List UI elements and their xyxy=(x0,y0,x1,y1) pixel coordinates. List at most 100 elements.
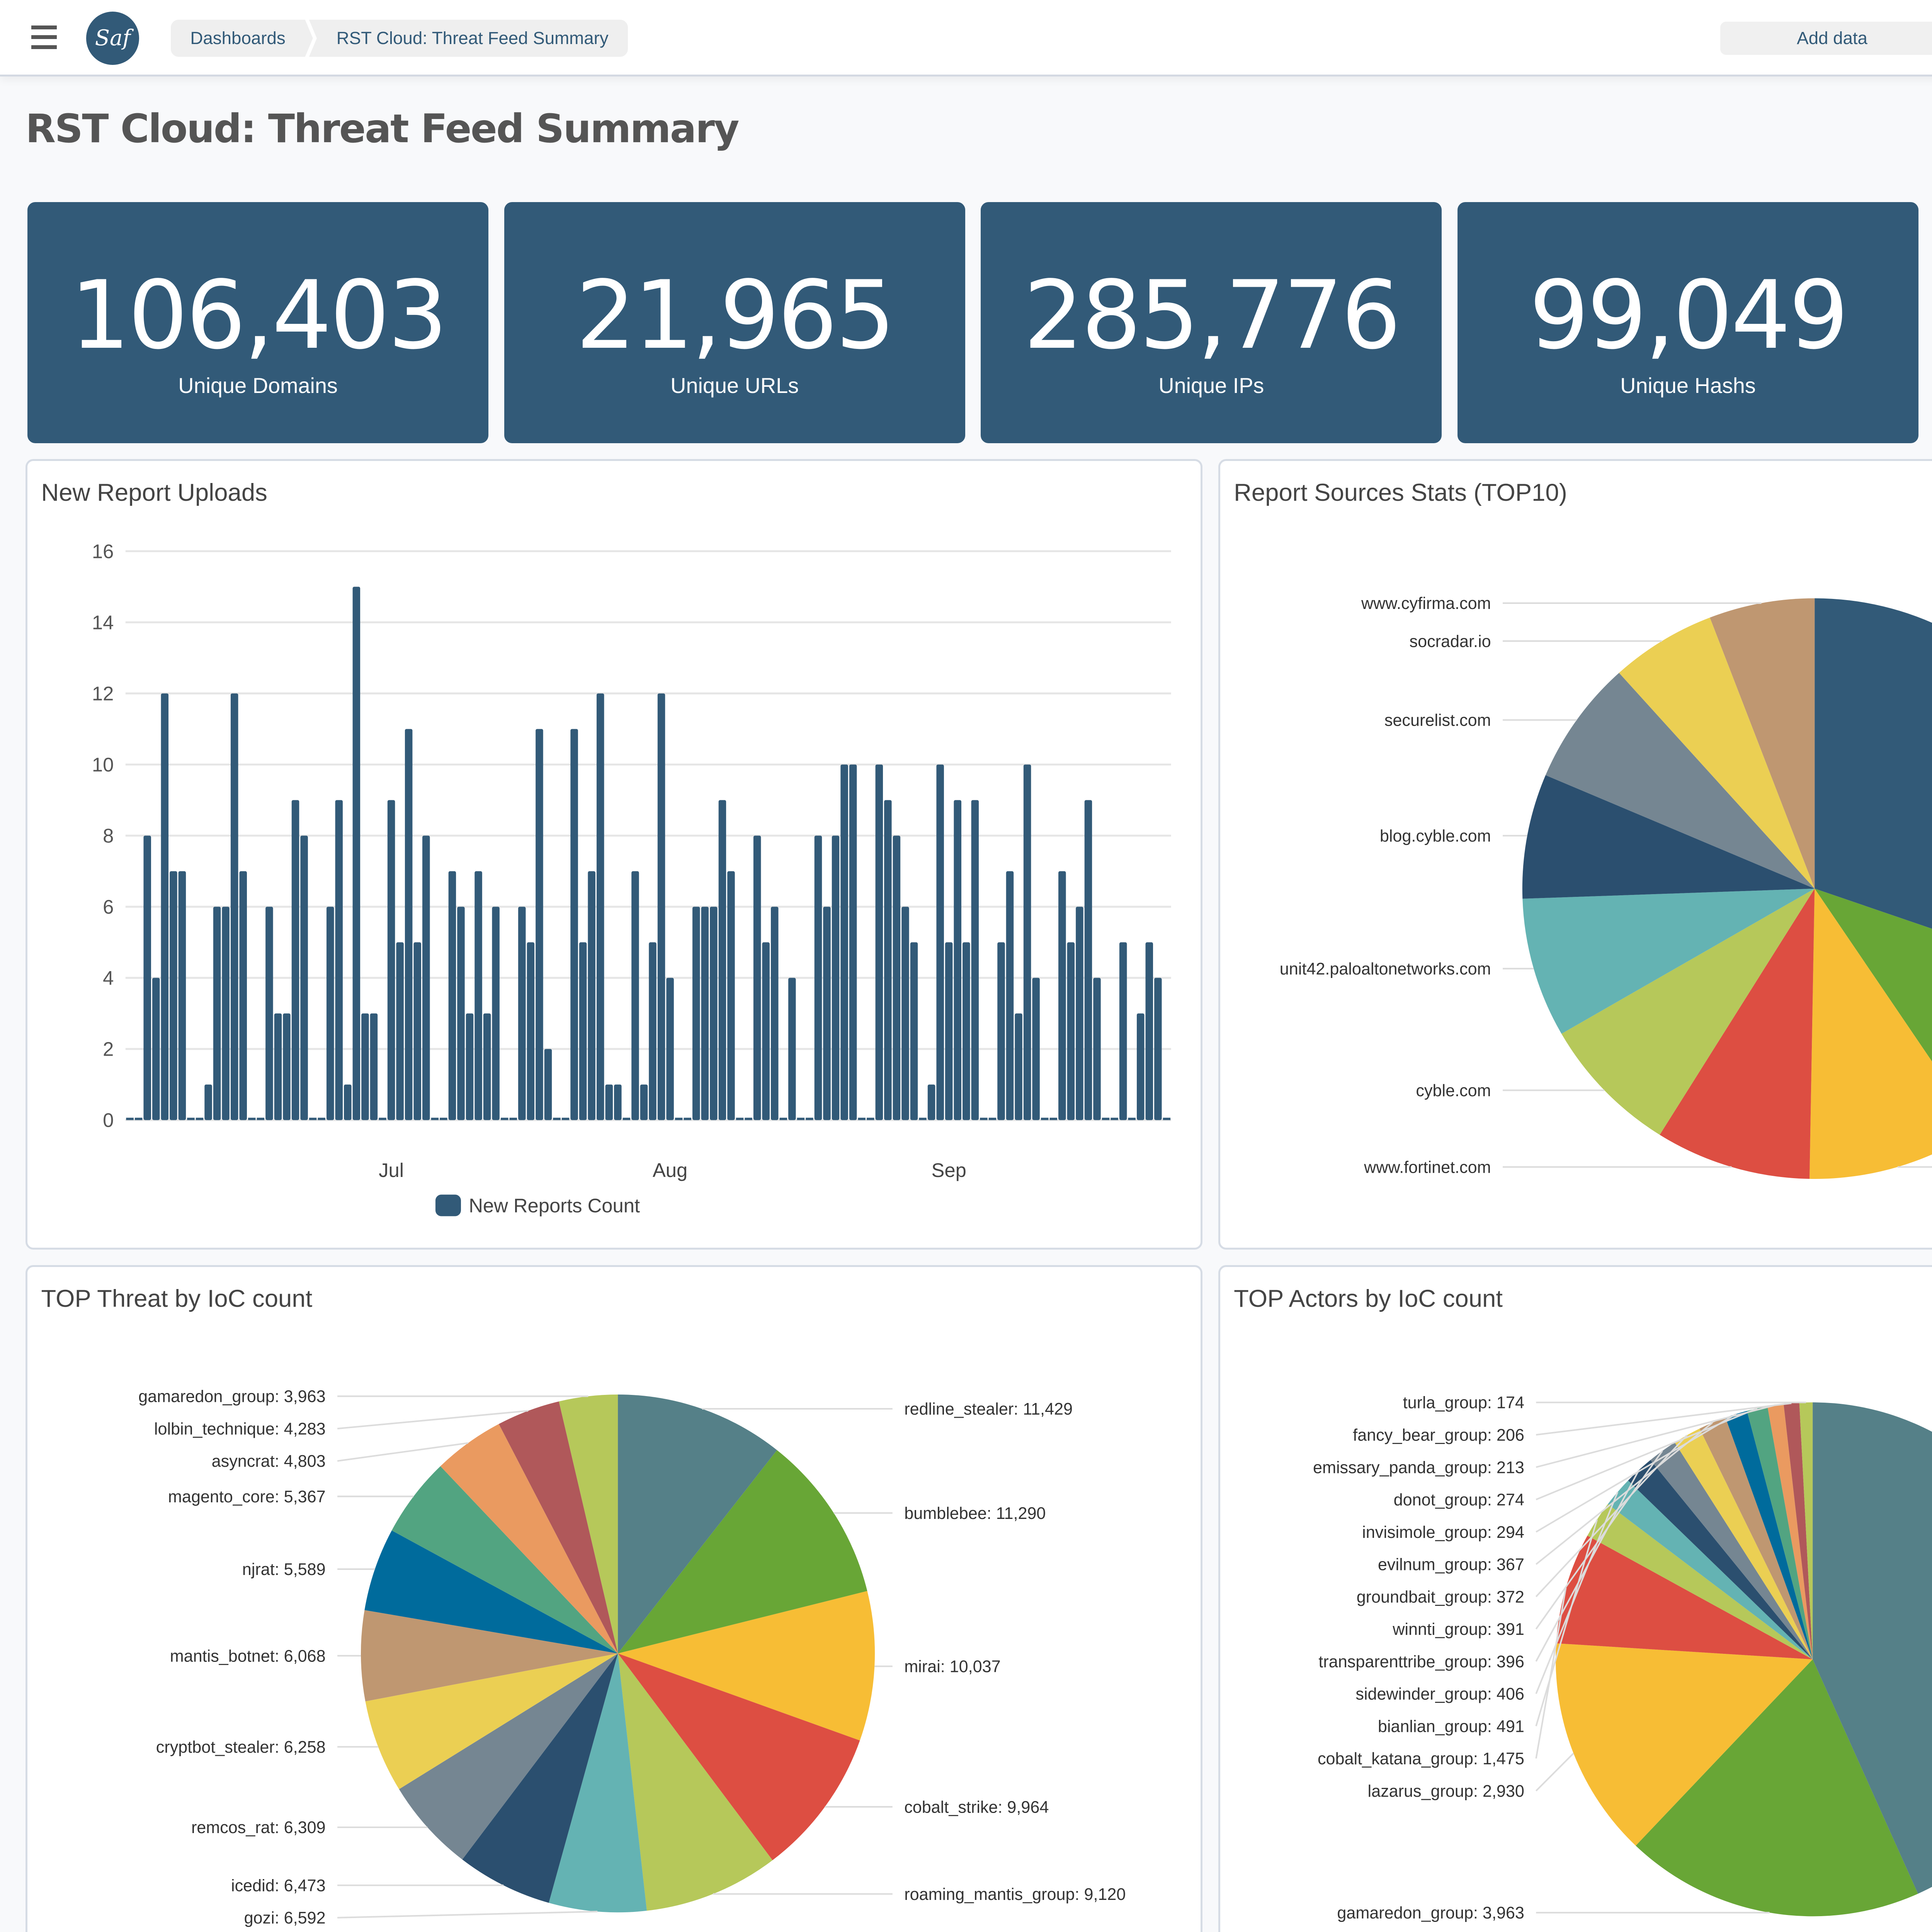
slice-label: fancy_bear_group: 206 xyxy=(1353,1426,1524,1445)
bar xyxy=(335,800,343,1120)
label-connector xyxy=(337,1442,468,1462)
bar xyxy=(196,1117,204,1120)
bar xyxy=(1023,764,1031,1120)
slice-label: turla_group: 174 xyxy=(1403,1394,1524,1412)
label-connector xyxy=(1536,1402,1792,1436)
bar xyxy=(265,906,273,1120)
bar xyxy=(134,1117,143,1120)
bar xyxy=(274,1013,282,1120)
bar xyxy=(1006,871,1014,1120)
bar xyxy=(361,1013,369,1120)
breadcrumb-dashboards[interactable]: Dashboards xyxy=(171,20,313,57)
pie-slice xyxy=(1814,598,1932,929)
kpi-label: Unique Domains xyxy=(178,373,338,398)
bar-chart: 0 2 4 6 8 10 12 14 16 Jul Aug Sep New Reports Count xyxy=(92,540,1171,1216)
top-navigation-bar: Saf Dashboards RST Cloud: Threat Feed Su… xyxy=(0,0,1932,77)
kpi-label: Unique Hashs xyxy=(1620,373,1756,398)
bar xyxy=(413,942,421,1120)
pie-slice xyxy=(618,1395,777,1654)
legend-swatch xyxy=(435,1194,461,1216)
bar xyxy=(1128,1117,1136,1120)
bar xyxy=(405,729,413,1120)
slice-label: donot_group: 274 xyxy=(1393,1491,1524,1509)
pie-slice xyxy=(1747,1406,1813,1660)
bar xyxy=(509,1117,517,1120)
menu-icon[interactable] xyxy=(31,25,57,49)
panel-top-threats: TOP Threat by IoC count redline_stealer:… xyxy=(25,1265,1202,1932)
bar xyxy=(291,800,299,1120)
slice-label: sidewinder_group: 406 xyxy=(1355,1685,1524,1704)
bar xyxy=(500,1117,509,1120)
pie-slice xyxy=(391,1466,618,1654)
pie-slice xyxy=(1674,1429,1813,1660)
pie-slice xyxy=(364,1531,618,1654)
bar xyxy=(536,729,543,1120)
slice-label: evilnum_group: 367 xyxy=(1378,1556,1524,1574)
bar xyxy=(1093,978,1101,1120)
bar xyxy=(588,871,595,1120)
bar xyxy=(910,942,918,1120)
bar xyxy=(762,942,770,1120)
label-connector xyxy=(1535,1413,1736,1533)
bar xyxy=(1067,942,1075,1120)
x-tick-label: Aug xyxy=(653,1159,687,1181)
slice-label: remcos_rat: 6,309 xyxy=(191,1819,326,1837)
bar xyxy=(187,1117,195,1120)
bar xyxy=(1032,978,1040,1120)
panel-report-sources: Report Sources Stats (TOP10) asec.ahnlab… xyxy=(1218,459,1932,1250)
y-tick-label: 0 xyxy=(103,1109,114,1131)
bar xyxy=(640,1084,648,1120)
slice-label: lazarus_group: 2,930 xyxy=(1367,1782,1524,1801)
pie-slice xyxy=(399,1653,618,1860)
pie-slice xyxy=(1799,1402,1813,1660)
bar xyxy=(736,1117,744,1120)
slice-label: invisimole_group: 294 xyxy=(1362,1523,1524,1542)
bar xyxy=(893,835,901,1120)
breadcrumb-current-dashboard[interactable]: RST Cloud: Threat Feed Summary xyxy=(309,19,628,57)
x-tick-label: Sep xyxy=(931,1159,966,1181)
bar xyxy=(779,1117,787,1120)
bar xyxy=(1058,871,1066,1120)
slice-label: blog.cyble.com xyxy=(1379,827,1491,845)
label-connector xyxy=(337,1410,529,1430)
slice-label: roaming_mantis_group: 9,120 xyxy=(904,1885,1126,1904)
bar xyxy=(936,764,944,1120)
slice-label: lolbin_technique: 4,283 xyxy=(154,1420,326,1439)
pie-slice xyxy=(1809,888,1932,1179)
slice-label: bianlian_group: 491 xyxy=(1378,1718,1524,1736)
bar xyxy=(954,800,961,1120)
bar xyxy=(161,693,169,1120)
y-tick-label: 16 xyxy=(92,540,114,562)
bar xyxy=(770,906,779,1120)
bar xyxy=(1041,1117,1049,1120)
pie-slice xyxy=(618,1653,773,1911)
bar xyxy=(727,871,735,1120)
bar xyxy=(1154,978,1162,1120)
add-data-button[interactable]: Add data xyxy=(1720,21,1932,55)
bar xyxy=(806,1117,813,1120)
label-connector xyxy=(1535,1753,1574,1792)
bar xyxy=(945,942,953,1120)
bar xyxy=(553,1117,561,1120)
bar xyxy=(684,1117,691,1120)
bar xyxy=(980,1117,988,1120)
y-tick-label: 10 xyxy=(92,753,114,776)
label-connector xyxy=(1535,1588,1566,1759)
pie-slice xyxy=(1561,888,1815,1135)
bar xyxy=(379,1117,386,1120)
pie-slice xyxy=(1607,1480,1813,1660)
bar xyxy=(239,871,247,1120)
bar xyxy=(570,729,578,1120)
bar xyxy=(204,1084,212,1120)
app-logo[interactable]: Saf xyxy=(86,12,139,65)
slice-label: mirai: 10,037 xyxy=(904,1658,1000,1676)
bar xyxy=(230,693,238,1120)
pie-slice xyxy=(1545,673,1815,889)
slice-label: gozi: 6,592 xyxy=(244,1909,326,1928)
slice-label: magento_core: 5,367 xyxy=(168,1488,326,1506)
bar xyxy=(745,1117,752,1120)
label-connector xyxy=(1535,1492,1618,1694)
bar xyxy=(457,906,465,1120)
slice-label: cryptbot_stealer: 6,258 xyxy=(156,1738,326,1757)
bar xyxy=(422,835,430,1120)
